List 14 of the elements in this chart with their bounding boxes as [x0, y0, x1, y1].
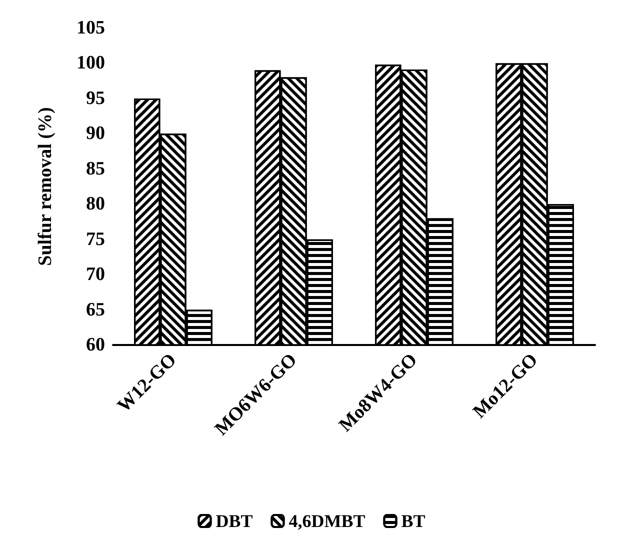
legend-label: DBT	[216, 511, 253, 531]
y-tick-label: 70	[86, 264, 105, 286]
y-tick-label: 80	[86, 194, 105, 215]
legend-label: BT	[401, 511, 426, 531]
y-axis-title: Sulfur removal (%)	[35, 107, 56, 266]
y-tick-label: 95	[86, 88, 105, 109]
y-tick-label: 60	[86, 334, 105, 356]
y-tick-label: 100	[76, 52, 105, 74]
y-tick-label: 105	[76, 18, 105, 38]
y-tick-label: 85	[86, 158, 105, 180]
y-tick-label: 75	[86, 228, 105, 250]
y-tick-label: 90	[86, 123, 105, 144]
y-tick-label: 65	[86, 299, 105, 320]
legend-label: 4,6DMBT	[288, 511, 366, 531]
